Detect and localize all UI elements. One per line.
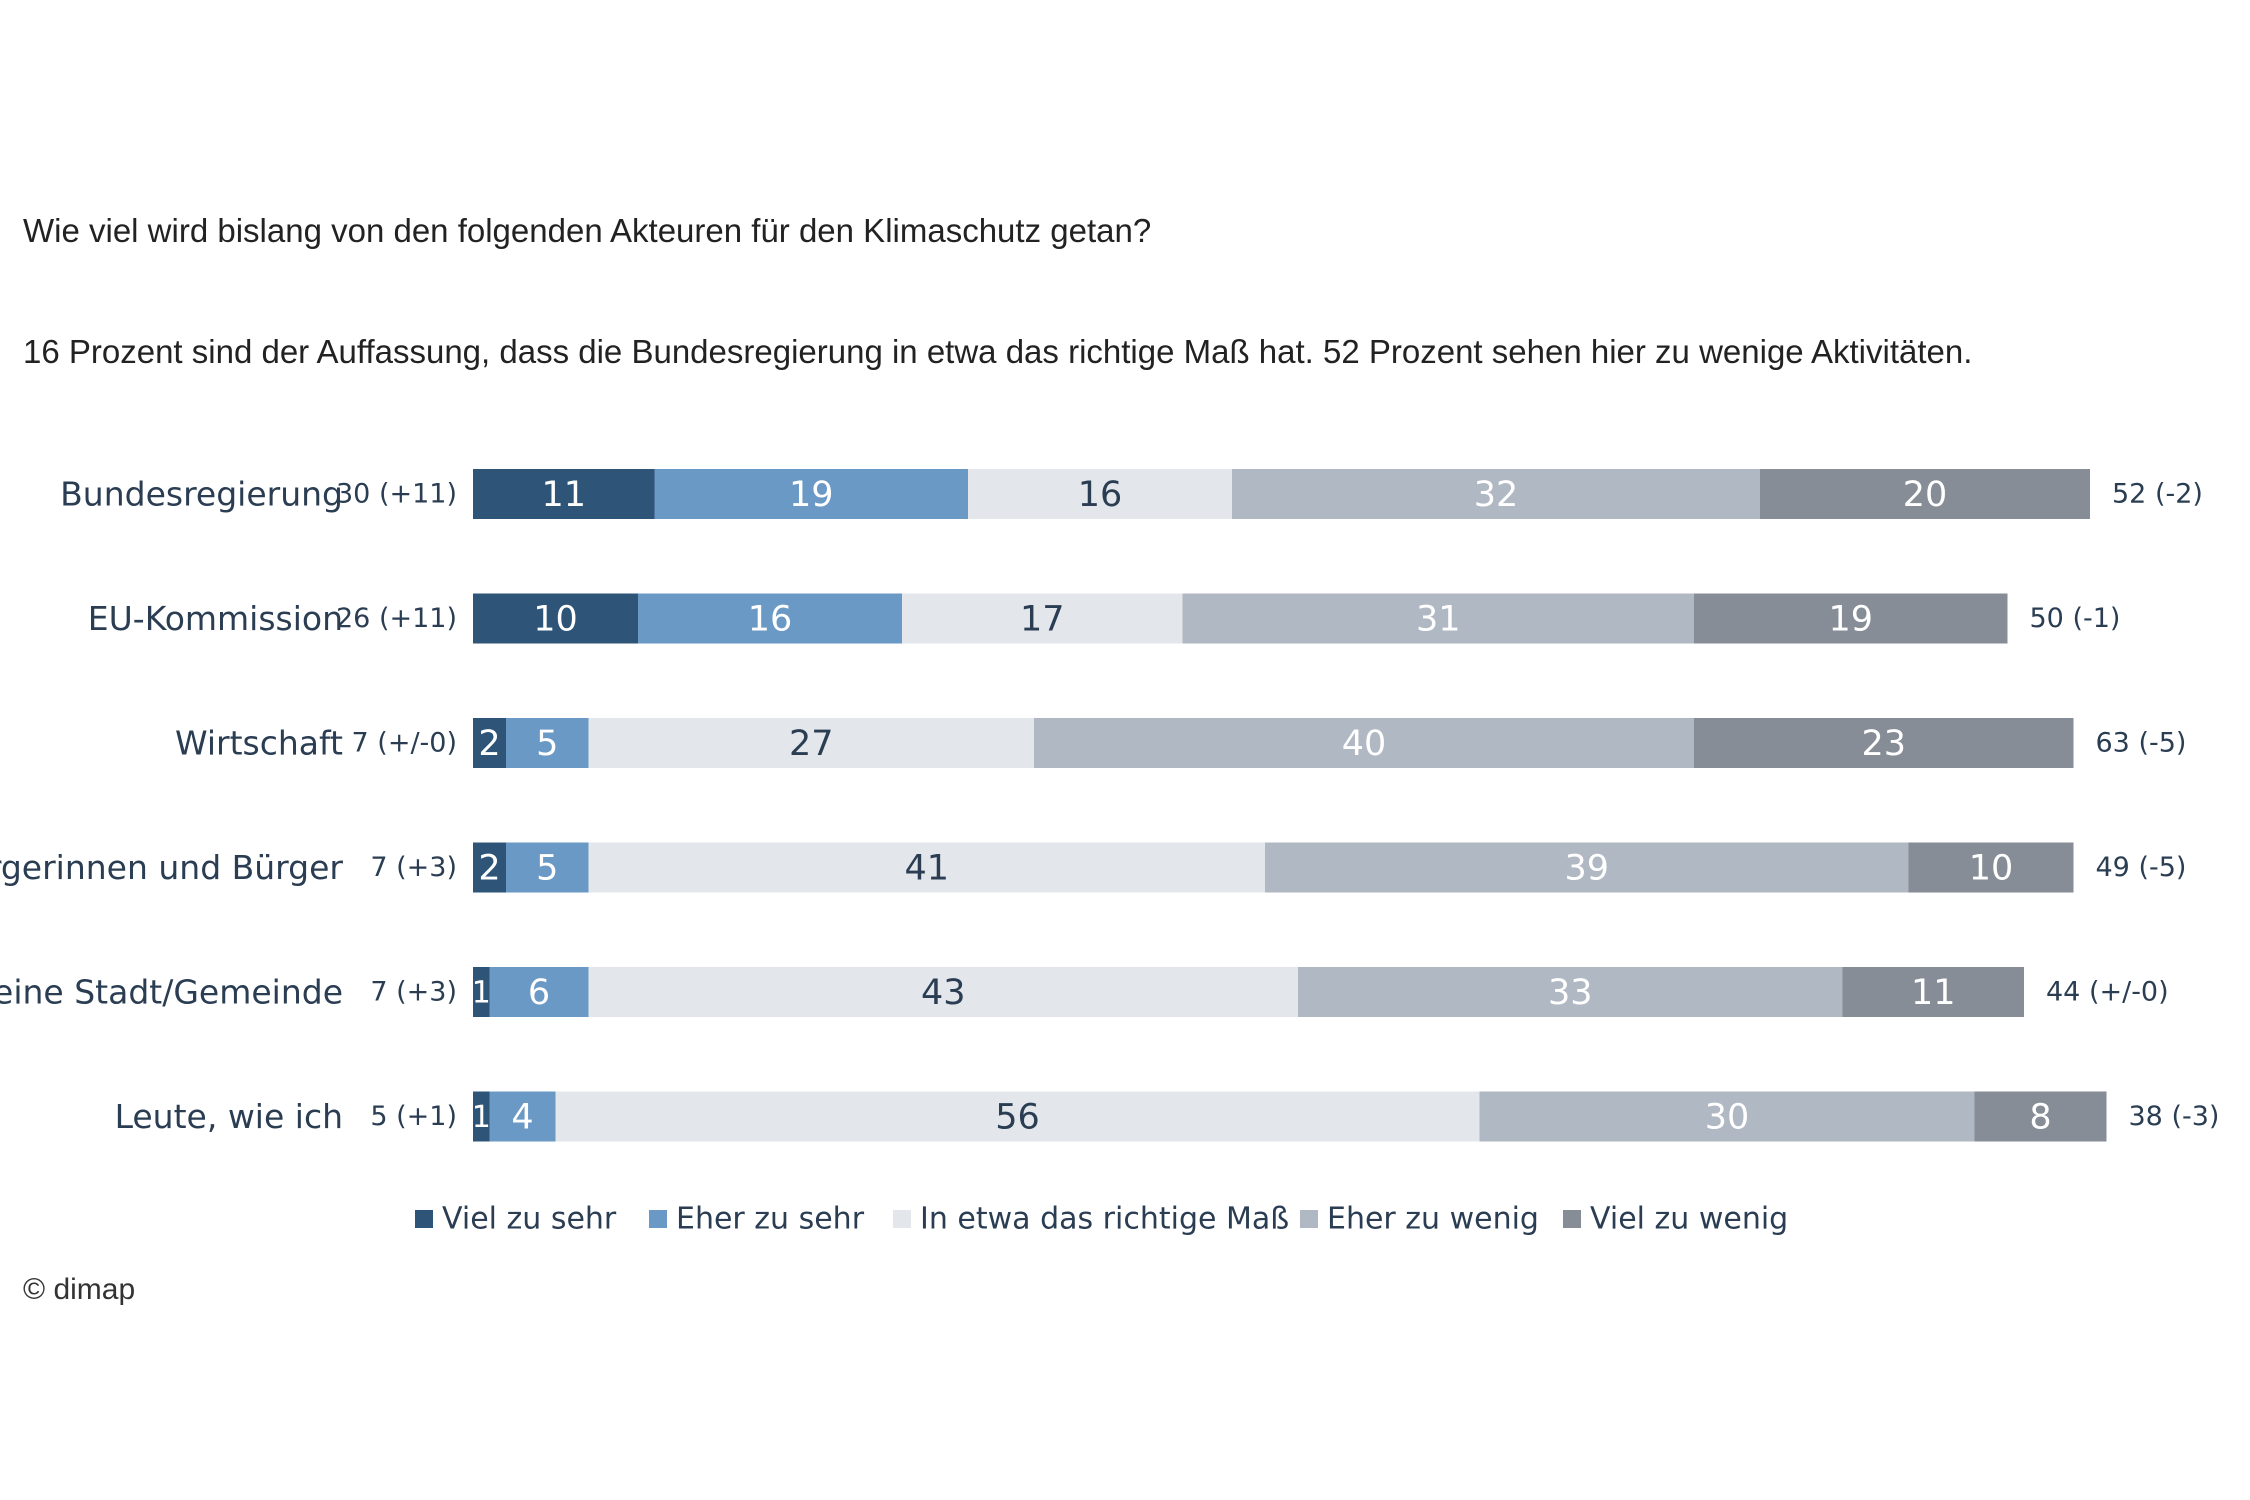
bar-value-label: 2 [478, 849, 500, 889]
bar-value-label: 40 [1342, 724, 1387, 764]
bar-segment [473, 469, 655, 519]
legend-label: Eher zu sehr [676, 1202, 865, 1237]
category-label: Bundesregierung [60, 475, 343, 514]
category-label: Leute, wie ich [115, 1097, 343, 1136]
legend-label: In etwa das richtige Maß [920, 1202, 1289, 1237]
bar-segment [473, 718, 506, 768]
bar-value-label: 19 [1828, 600, 1873, 640]
bar-segment [1694, 593, 2008, 644]
category-label: EU-Kommission [88, 599, 343, 638]
bar-segment [506, 842, 589, 893]
category-label: Meine Stadt/Gemeinde [0, 973, 343, 1012]
bar-value-label: 43 [921, 973, 966, 1013]
bar-value-label: 10 [1969, 849, 2014, 889]
copyright-note: © dimap [23, 1273, 136, 1306]
bar-segment [654, 469, 968, 519]
bar-value-label: 20 [1903, 475, 1948, 515]
bar-segment [1908, 842, 2074, 893]
bar-segment [902, 593, 1183, 644]
bar-value-label: 41 [904, 849, 949, 889]
bar-segment [588, 842, 1265, 893]
bar-value-label: 56 [995, 1098, 1040, 1138]
summary-text: 16 Prozent sind der Auffassung, dass die… [23, 333, 1973, 370]
bar-value-label: 27 [789, 724, 834, 764]
bar-segment [473, 967, 490, 1017]
bar-segment [1298, 967, 1843, 1017]
bar-value-label: 4 [511, 1098, 533, 1138]
bar-segment [473, 1091, 490, 1142]
legend-label: Eher zu wenig [1327, 1202, 1539, 1237]
legend-swatch [415, 1210, 433, 1228]
bar-value-label: 19 [789, 475, 834, 515]
bar-segment [1182, 593, 1694, 644]
left-total-label: 7 (+3) [370, 852, 457, 883]
bar-value-label: 30 [1705, 1098, 1750, 1138]
bar-segment [473, 593, 638, 644]
bar-segment [489, 967, 589, 1017]
bar-segment [1034, 718, 1694, 768]
bar-value-label: 33 [1548, 973, 1593, 1013]
bar-value-label: 23 [1861, 724, 1906, 764]
right-total-label: 52 (-2) [2112, 479, 2203, 510]
right-total-label: 50 (-1) [2030, 603, 2121, 634]
bar-value-label: 39 [1564, 849, 1609, 889]
right-total-label: 63 (-5) [2096, 728, 2187, 759]
left-total-label: 7 (+3) [370, 977, 457, 1008]
bar-segment [1974, 1091, 2107, 1142]
bar-segment [473, 842, 506, 893]
bar-value-label: 5 [536, 849, 558, 889]
category-label: Bürgerinnen und Bürger [0, 848, 343, 887]
bar-value-label: 16 [1078, 475, 1123, 515]
bar-segment [1265, 842, 1909, 893]
legend-swatch [893, 1210, 911, 1228]
bar-segment [489, 1091, 556, 1142]
bar-segment [1842, 967, 2024, 1017]
bar-value-label: 5 [536, 724, 558, 764]
right-total-label: 44 (+/-0) [2046, 977, 2169, 1008]
bar-segment [1479, 1091, 1975, 1142]
bar-segment [1232, 469, 1760, 519]
right-total-label: 38 (-3) [2129, 1101, 2220, 1132]
bar-value-label: 2 [478, 724, 500, 764]
bar-segment [1760, 469, 2090, 519]
bar-segment [588, 718, 1034, 768]
bar-value-label: 11 [1911, 973, 1956, 1013]
right-total-label: 49 (-5) [2096, 852, 2187, 883]
left-total-label: 7 (+/-0) [352, 728, 457, 759]
category-label: Wirtschaft [175, 724, 343, 763]
left-total-label: 26 (+11) [336, 603, 457, 634]
legend-swatch [649, 1210, 667, 1228]
bar-value-label: 31 [1416, 600, 1461, 640]
left-total-label: 5 (+1) [370, 1101, 457, 1132]
question-text: Wie viel wird bislang von den folgenden … [23, 212, 1152, 249]
bar-segment [506, 718, 589, 768]
bar-value-label: 11 [541, 475, 586, 515]
bar-segment [555, 1091, 1480, 1142]
legend-label: Viel zu sehr [442, 1202, 617, 1237]
bar-value-label: 17 [1020, 600, 1065, 640]
bar-value-label: 16 [748, 600, 793, 640]
bar-segment [638, 593, 902, 644]
bar-segment [1694, 718, 2074, 768]
bar-value-label: 1 [472, 976, 491, 1011]
bar-value-label: 10 [533, 600, 578, 640]
bar-value-label: 32 [1474, 475, 1519, 515]
bar-value-label: 1 [472, 1100, 491, 1135]
bar-value-label: 6 [528, 973, 550, 1013]
legend-swatch [1563, 1210, 1581, 1228]
legend-label: Viel zu wenig [1590, 1202, 1788, 1237]
bar-segment [588, 967, 1298, 1017]
left-total-label: 30 (+11) [336, 479, 457, 510]
bar-value-label: 8 [2029, 1098, 2051, 1138]
bar-segment [968, 469, 1232, 519]
legend-swatch [1300, 1210, 1318, 1228]
